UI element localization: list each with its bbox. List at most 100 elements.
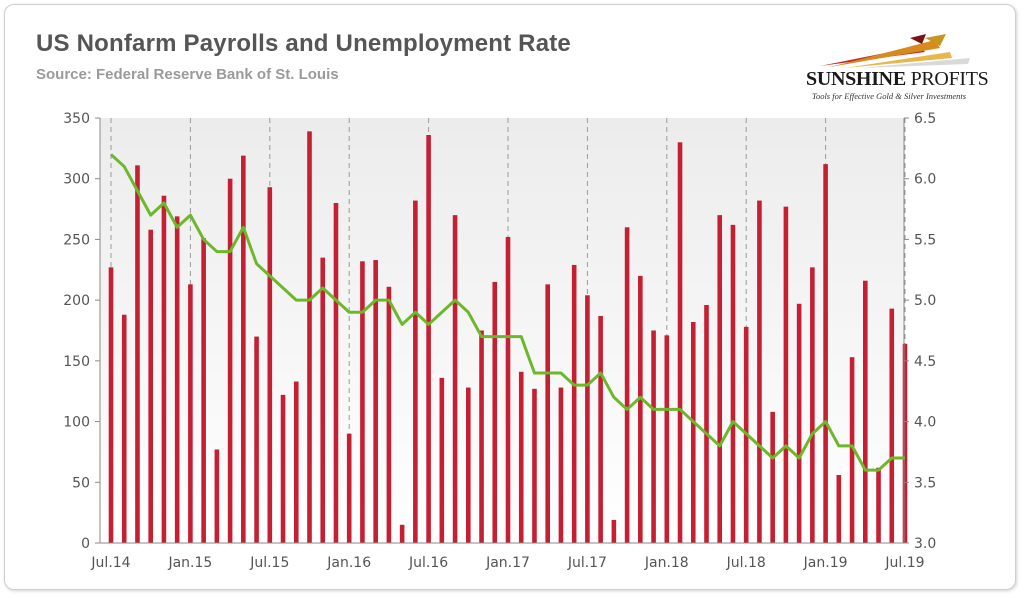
- payroll-bar: [876, 467, 881, 543]
- payroll-bar: [532, 388, 537, 543]
- payroll-bar: [585, 295, 590, 543]
- payroll-bar: [439, 377, 445, 543]
- payroll-bar: [823, 164, 828, 543]
- chart-title: US Nonfarm Payrolls and Unemployment Rat…: [36, 30, 571, 57]
- y-right-tick-label: 5.5: [914, 232, 936, 248]
- payroll-bar: [664, 335, 670, 543]
- payroll-bar: [413, 200, 418, 543]
- payroll-bar: [889, 308, 895, 543]
- payroll-bar: [254, 336, 259, 543]
- payroll-bar: [598, 315, 603, 543]
- payroll-bar: [386, 286, 392, 543]
- payroll-bar: [849, 357, 855, 543]
- payroll-bar: [770, 411, 775, 543]
- unemployment-rate-line: [109, 153, 905, 472]
- x-tick-label: Jan.19: [803, 555, 848, 571]
- payroll-bar: [545, 284, 550, 543]
- payroll-bar: [690, 322, 696, 543]
- payroll-bar: [638, 275, 643, 543]
- y-left-tick-label: 50: [72, 475, 90, 491]
- payroll-bar: [796, 303, 802, 543]
- plot-area: [100, 118, 904, 543]
- x-tick-label: Jan.16: [326, 555, 371, 571]
- logo-name-part1: SUNSHINE: [806, 68, 906, 90]
- golden-arrow-rays-icon: [820, 34, 970, 68]
- payroll-bar: [677, 142, 683, 544]
- payroll-bar: [399, 524, 405, 543]
- y-right-tick-label: 3.0: [914, 536, 936, 552]
- x-tick-label: Jul.16: [408, 555, 448, 571]
- payroll-bar: [466, 387, 471, 543]
- y-right-tick-label: 5.0: [914, 293, 936, 309]
- payroll-bar: [188, 284, 193, 543]
- payroll-bar: [863, 280, 868, 543]
- payroll-bar: [757, 200, 762, 543]
- y-left-tick-label: 150: [63, 354, 90, 370]
- payroll-bar: [426, 135, 431, 543]
- logo-name-part2: PROFITS: [910, 68, 989, 90]
- payroll-bar: [333, 203, 339, 543]
- payroll-bar: [280, 394, 286, 543]
- axes: [95, 117, 909, 544]
- payroll-bar: [227, 178, 233, 543]
- sunshine-profits-logo: SUNSHINE PROFITS Tools for Effective Gol…: [800, 18, 1020, 108]
- y-left-tick-label: 100: [63, 415, 90, 431]
- payroll-bar: [492, 281, 498, 543]
- y-axis-right-labels: 3.0 3.5 4.0 4.5 5.0 5.5 6.0 6.5: [914, 111, 936, 552]
- payroll-bar: [161, 195, 167, 543]
- payroll-bar: [360, 261, 365, 543]
- y-left-tick-label: 0: [81, 536, 90, 552]
- payroll-bar: [201, 238, 206, 543]
- payroll-bar: [241, 155, 246, 543]
- payroll-bar: [452, 215, 458, 543]
- payroll-bar: [730, 224, 736, 544]
- chart-subtitle: Source: Federal Reserve Bank of St. Loui…: [36, 66, 339, 83]
- payroll-bar: [320, 257, 326, 543]
- payroll-bar: [293, 381, 299, 543]
- y-left-tick-label: 250: [63, 232, 90, 248]
- y-right-tick-label: 4.5: [914, 354, 936, 370]
- y-left-tick-label: 350: [63, 111, 90, 127]
- payroll-bar: [121, 314, 127, 543]
- y-right-tick-label: 4.0: [914, 415, 936, 431]
- x-tick-label: Jul.17: [567, 555, 607, 571]
- x-tick-label: Jan.18: [644, 555, 689, 571]
- payroll-bar: [611, 519, 617, 543]
- payroll-bar: [214, 449, 220, 543]
- x-tick-label: Jul.14: [90, 555, 130, 571]
- payroll-bar: [810, 267, 815, 543]
- unemployment-line-layer: [109, 153, 905, 472]
- payroll-bar: [479, 330, 484, 543]
- payroll-bar: [174, 216, 180, 544]
- payroll-bar: [558, 387, 564, 543]
- payroll-bar: [518, 371, 524, 543]
- x-tick-label: Jul.15: [249, 555, 289, 571]
- logo-tagline: Tools for Effective Gold & Silver Invest…: [812, 91, 967, 101]
- logo-wordmark: SUNSHINE PROFITS: [806, 68, 989, 91]
- payroll-bar: [108, 267, 114, 543]
- y-axis-left-labels: 0 50 100 150 200 250 300 350: [63, 111, 90, 552]
- y-right-tick-label: 3.5: [914, 475, 936, 491]
- payroll-bar: [624, 227, 630, 544]
- payroll-bar: [783, 206, 789, 543]
- y-left-tick-label: 200: [63, 293, 90, 309]
- y-right-tick-label: 6.0: [914, 172, 936, 188]
- payroll-bar: [135, 165, 140, 544]
- x-axis-labels: Jul.14 Jan.15 Jul.15 Jan.16 Jul.16 Jan.17 Jul.…: [90, 555, 924, 571]
- payroll-bar: [571, 264, 577, 543]
- x-tick-label: Jan.17: [485, 555, 530, 571]
- payroll-bar: [505, 237, 511, 543]
- x-tick-label: Jul.19: [884, 555, 924, 571]
- x-tick-label: Jul.18: [726, 555, 766, 571]
- x-tick-label: Jan.15: [167, 555, 212, 571]
- y-right-tick-label: 6.5: [914, 111, 936, 127]
- payroll-bar: [836, 475, 842, 543]
- payroll-bar: [267, 187, 273, 543]
- payroll-bar: [346, 433, 352, 543]
- payroll-bar: [307, 131, 312, 544]
- payroll-bar: [704, 305, 709, 543]
- payroll-bar: [148, 229, 153, 543]
- payroll-bar: [373, 260, 378, 543]
- y-left-tick-label: 300: [63, 172, 90, 188]
